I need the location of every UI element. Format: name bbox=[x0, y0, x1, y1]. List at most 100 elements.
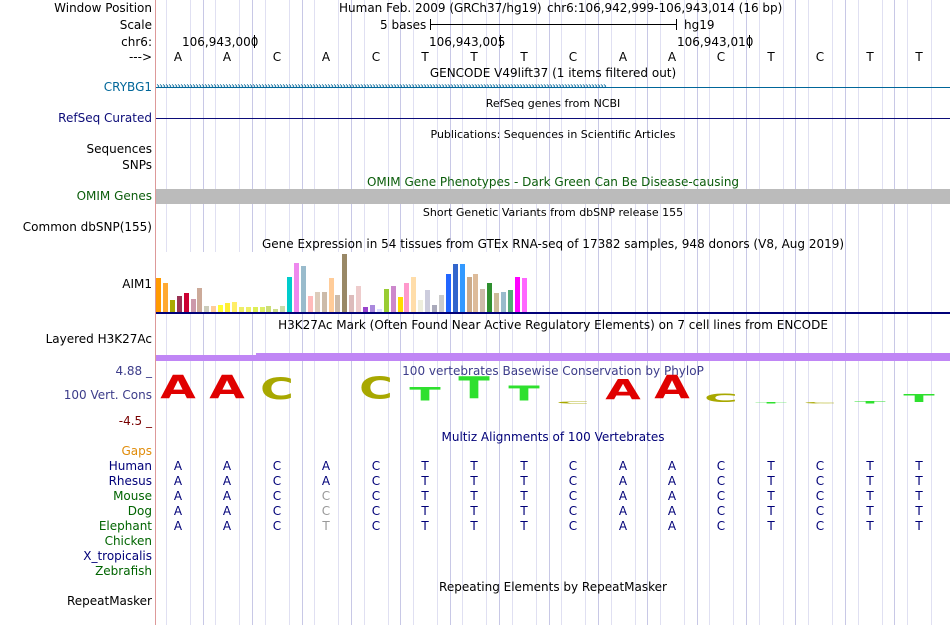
gtex-tissue-bar[interactable] bbox=[314, 292, 320, 312]
label-omim[interactable]: OMIM Genes bbox=[76, 189, 152, 203]
label-repeatmasker[interactable]: RepeatMasker bbox=[66, 594, 152, 608]
gtex-tissue-bar[interactable] bbox=[501, 292, 506, 312]
gtex-tissue-bar[interactable] bbox=[521, 278, 527, 312]
track-area[interactable]: Human Feb. 2009 (GRCh37/hg19) chr6:106,9… bbox=[156, 0, 950, 625]
scale-db: hg19 bbox=[684, 18, 715, 32]
alignment-base: C bbox=[272, 519, 282, 533]
label-refseq[interactable]: RefSeq Curated bbox=[58, 111, 152, 125]
label-gencode-gene[interactable]: CRYBG1 bbox=[103, 80, 152, 94]
gtex-tissue-bar[interactable] bbox=[438, 295, 444, 312]
gtex-tissue-bar[interactable] bbox=[218, 305, 224, 312]
gtex-tissue-bar[interactable] bbox=[162, 283, 168, 312]
gtex-tissue-bar[interactable] bbox=[445, 274, 451, 312]
gtex-tissue-bar[interactable] bbox=[197, 288, 203, 312]
omim-gene-bar[interactable] bbox=[156, 189, 950, 204]
species-label-zebrafish[interactable]: Zebrafish bbox=[95, 564, 152, 578]
gtex-tissue-bar[interactable] bbox=[294, 263, 299, 312]
gtex-tissue-bar[interactable] bbox=[418, 300, 424, 312]
label-sequences[interactable]: Sequences bbox=[86, 142, 152, 156]
gtex-tissue-bar[interactable] bbox=[204, 306, 210, 312]
gtex-tissue-bar[interactable] bbox=[349, 295, 355, 312]
h3k27ac-signal[interactable] bbox=[256, 353, 950, 361]
alignment-base: T bbox=[520, 459, 528, 473]
alignment-base: C bbox=[371, 489, 381, 503]
gtex-tissue-bar[interactable] bbox=[287, 277, 293, 312]
species-label-rhesus[interactable]: Rhesus bbox=[108, 474, 152, 488]
alignment-base: A bbox=[618, 519, 628, 533]
label-aim1[interactable]: AIM1 bbox=[122, 277, 152, 291]
gtex-tissue-bar[interactable] bbox=[190, 299, 196, 312]
gtex-tissue-bar[interactable] bbox=[335, 295, 341, 312]
gtex-tissue-bar[interactable] bbox=[404, 283, 410, 312]
gtex-tissue-bar[interactable] bbox=[376, 309, 382, 312]
gtex-tissue-bar[interactable] bbox=[473, 274, 479, 312]
gtex-tissue-bar[interactable] bbox=[225, 303, 230, 312]
gtex-tissue-bar[interactable] bbox=[211, 306, 217, 312]
gtex-tissue-bar[interactable] bbox=[397, 297, 403, 312]
gtex-tissue-bar[interactable] bbox=[487, 283, 493, 312]
label-common-dbsnp[interactable]: Common dbSNP(155) bbox=[22, 220, 152, 234]
gtex-tissue-bar[interactable] bbox=[411, 277, 417, 312]
alignment-base: C bbox=[272, 474, 282, 488]
gtex-tissue-bar[interactable] bbox=[369, 305, 375, 312]
gtex-tissue-bar[interactable] bbox=[466, 277, 472, 312]
species-label-dog[interactable]: Dog bbox=[127, 504, 152, 518]
gencode-title: GENCODE V49lift37 (1 items filtered out) bbox=[429, 66, 677, 80]
gtex-tissue-bar[interactable] bbox=[459, 264, 465, 312]
alignment-base: T bbox=[866, 459, 874, 473]
gtex-tissue-bar[interactable] bbox=[245, 307, 251, 312]
gtex-tissue-bar[interactable] bbox=[390, 286, 396, 312]
label-gaps[interactable]: Gaps bbox=[121, 444, 152, 458]
gtex-tissue-bar[interactable] bbox=[231, 302, 237, 312]
label-h3k27ac[interactable]: Layered H3K27Ac bbox=[45, 332, 152, 346]
gtex-tissue-bar[interactable] bbox=[280, 306, 286, 312]
gtex-tissue-bar[interactable] bbox=[494, 293, 500, 312]
gtex-tissue-bar[interactable] bbox=[238, 307, 244, 312]
gtex-tissue-bar[interactable] bbox=[342, 254, 348, 312]
gtex-tissue-bar[interactable] bbox=[252, 307, 258, 312]
species-label-elephant[interactable]: Elephant bbox=[98, 519, 152, 533]
refseq-gene-line[interactable] bbox=[156, 118, 950, 119]
gtex-tissue-bar[interactable] bbox=[300, 266, 306, 312]
gtex-tissue-bar[interactable] bbox=[480, 289, 486, 312]
alignment-base: T bbox=[421, 519, 429, 533]
sequence-base: C bbox=[371, 50, 381, 64]
label-snps[interactable]: SNPs bbox=[122, 158, 152, 172]
gtex-tissue-bar[interactable] bbox=[321, 292, 327, 312]
assembly-text: Human Feb. 2009 (GRCh37/hg19) bbox=[339, 1, 542, 15]
h3k27ac-signal[interactable] bbox=[156, 355, 256, 361]
gtex-tissue-bar[interactable] bbox=[183, 293, 189, 312]
label-cons[interactable]: 100 Vert. Cons bbox=[63, 388, 152, 402]
gtex-tissue-bar[interactable] bbox=[425, 290, 431, 312]
gtex-tissue-bar[interactable] bbox=[356, 286, 362, 312]
phylop-logo-letter: C bbox=[556, 401, 590, 405]
gtex-tissue-bar[interactable] bbox=[176, 296, 182, 312]
gtex-tissue-bar[interactable] bbox=[307, 296, 313, 312]
gtex-tissue-bar[interactable] bbox=[259, 307, 265, 312]
gtex-tissue-bar[interactable] bbox=[452, 264, 458, 312]
gtex-tissue-bar[interactable] bbox=[156, 278, 161, 312]
label-chrom: chr6: bbox=[121, 35, 152, 49]
species-label-mouse[interactable]: Mouse bbox=[113, 489, 152, 503]
gtex-tissue-bar[interactable] bbox=[328, 278, 334, 312]
sequence-base: C bbox=[815, 50, 825, 64]
species-label-x_tropicalis[interactable]: X_tropicalis bbox=[83, 549, 152, 563]
species-label-chicken[interactable]: Chicken bbox=[104, 534, 152, 548]
gtex-bar-chart[interactable] bbox=[156, 252, 536, 312]
gtex-tissue-bar[interactable] bbox=[514, 277, 520, 312]
species-label-human[interactable]: Human bbox=[108, 459, 152, 473]
phylop-logo-letter: C bbox=[803, 402, 837, 405]
gtex-gene-line bbox=[156, 312, 950, 314]
gtex-tissue-bar[interactable] bbox=[169, 300, 175, 312]
alignment-base: C bbox=[815, 474, 825, 488]
gtex-tissue-bar[interactable] bbox=[273, 309, 279, 312]
gtex-tissue-bar[interactable] bbox=[363, 307, 368, 312]
gtex-tissue-bar[interactable] bbox=[507, 290, 513, 312]
gtex-tissue-bar[interactable] bbox=[383, 289, 389, 312]
gencode-gene-crybg1[interactable]: ››››››››››››››››››››››››››››››››››››››››… bbox=[156, 80, 950, 94]
gtex-tissue-bar[interactable] bbox=[432, 305, 437, 312]
gtex-tissue-bar[interactable] bbox=[266, 306, 272, 312]
track-labels-column: Window Position Scale chr6: ---> CRYBG1 … bbox=[0, 0, 155, 625]
